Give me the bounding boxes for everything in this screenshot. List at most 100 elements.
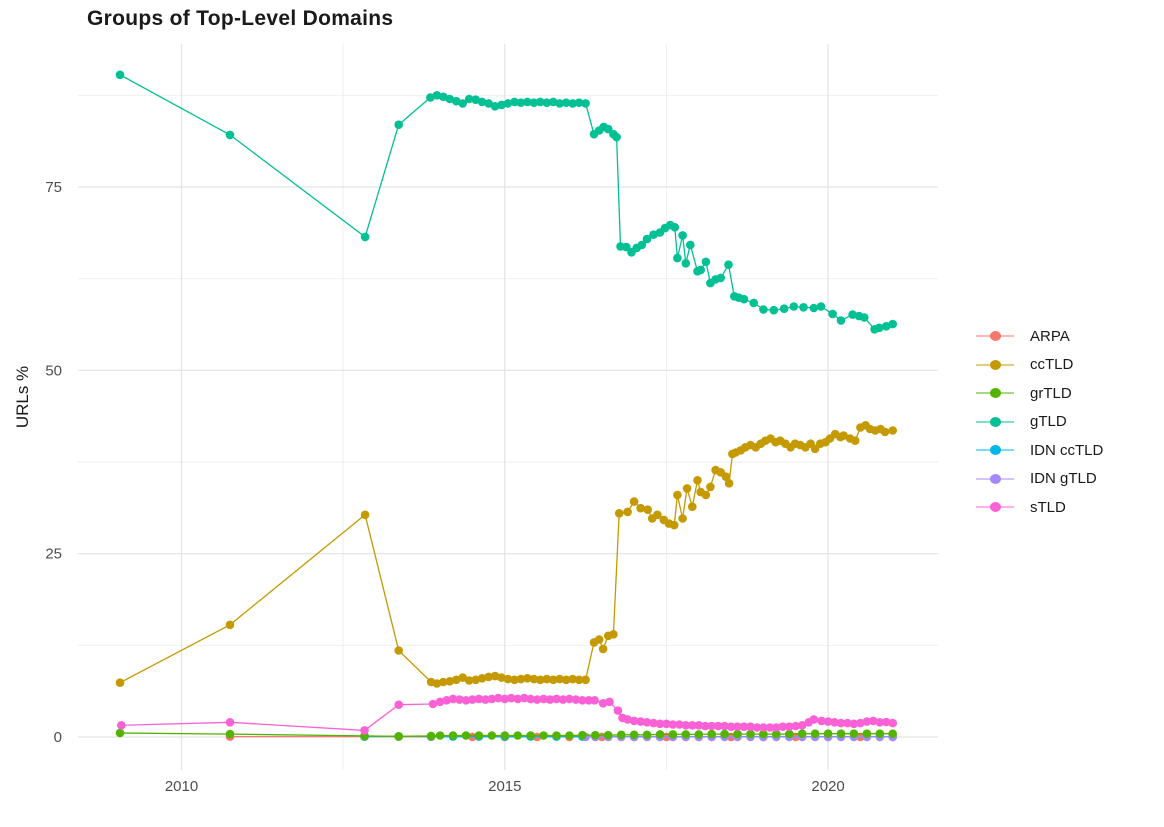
data-point <box>772 723 781 732</box>
data-point <box>598 644 608 654</box>
data-point <box>590 696 599 705</box>
data-point <box>549 675 558 685</box>
legend-item-idn-gtld: IDN gTLD <box>976 465 1103 494</box>
data-point <box>636 717 645 726</box>
data-point <box>394 700 404 709</box>
data-point <box>707 721 716 731</box>
data-point <box>668 720 678 729</box>
data-point <box>571 695 581 704</box>
data-point <box>809 303 819 313</box>
data-point <box>484 99 493 108</box>
data-point <box>426 731 436 741</box>
data-point <box>500 731 510 740</box>
legend-key-dot <box>990 388 1001 399</box>
data-point <box>558 695 568 704</box>
data-point <box>503 99 513 108</box>
data-point <box>629 716 639 726</box>
data-point <box>523 674 532 683</box>
data-point <box>716 273 725 283</box>
data-point <box>860 313 869 322</box>
data-point <box>888 319 897 329</box>
data-point <box>769 305 779 315</box>
data-point <box>561 675 571 685</box>
data-point <box>862 717 872 726</box>
data-point <box>746 729 755 739</box>
data-point <box>694 721 704 730</box>
data-point <box>578 696 587 705</box>
data-point <box>510 675 519 685</box>
data-point <box>649 718 658 728</box>
data-point <box>394 120 404 129</box>
data-point <box>490 102 500 111</box>
data-point <box>688 721 697 730</box>
data-point <box>874 323 884 333</box>
data-point <box>642 234 652 244</box>
data-point <box>622 242 631 252</box>
series-line-cctld <box>119 424 893 685</box>
data-point <box>655 730 665 739</box>
data-point <box>700 721 710 731</box>
data-point <box>655 719 665 729</box>
data-point <box>726 722 736 731</box>
data-point <box>464 676 474 685</box>
data-point <box>477 97 487 107</box>
data-point <box>616 730 626 740</box>
data-point <box>869 716 878 726</box>
data-point <box>888 426 897 435</box>
data-point <box>503 674 513 684</box>
data-point <box>117 721 126 730</box>
data-point <box>574 675 584 685</box>
data-point <box>552 694 561 704</box>
data-point <box>532 695 542 704</box>
legend-key-icon <box>976 444 1014 456</box>
data-point <box>888 729 897 738</box>
data-point <box>749 298 758 308</box>
data-point <box>693 476 702 485</box>
data-point <box>701 490 711 500</box>
data-point <box>225 130 235 140</box>
data-point <box>494 693 503 703</box>
data-point <box>778 722 788 731</box>
data-point <box>888 718 897 728</box>
legend-label: sTLD <box>1030 498 1066 516</box>
data-point <box>701 257 711 267</box>
data-point <box>529 98 539 107</box>
data-point <box>225 718 235 727</box>
data-point <box>720 729 729 739</box>
legend-key-icon <box>976 359 1014 371</box>
data-point <box>614 509 624 518</box>
y-tick-label: 75 <box>45 179 62 196</box>
data-point <box>623 715 632 724</box>
legend-label: gTLD <box>1030 413 1067 431</box>
data-point <box>733 729 742 739</box>
data-point <box>682 484 692 493</box>
data-point <box>724 479 734 488</box>
legend-key-dot <box>990 416 1001 427</box>
data-point <box>581 99 590 108</box>
data-point <box>809 715 819 724</box>
legend-label: grTLD <box>1030 384 1072 402</box>
data-point <box>506 693 516 703</box>
data-point <box>668 730 678 739</box>
data-point <box>360 510 370 520</box>
data-point <box>629 730 639 740</box>
legend-item-idn-cctld: IDN ccTLD <box>976 436 1103 465</box>
data-point <box>568 99 577 108</box>
data-point <box>849 729 859 738</box>
y-axis-title: URLs % <box>13 365 32 429</box>
legend: ARPA ccTLD grTLD gTLD IDN ccTLD IDN gTLD sTLD <box>976 322 1103 522</box>
legend-label: IDN ccTLD <box>1030 441 1104 459</box>
data-point <box>849 719 859 729</box>
data-point <box>523 97 532 107</box>
y-tick-label: 50 <box>45 362 62 379</box>
data-point <box>542 674 552 684</box>
data-point <box>799 303 808 312</box>
data-point <box>458 673 468 682</box>
data-point <box>115 70 125 80</box>
data-point <box>623 507 632 517</box>
data-point <box>484 672 493 682</box>
data-point <box>510 97 519 107</box>
data-point <box>739 294 749 304</box>
data-point <box>681 721 691 730</box>
